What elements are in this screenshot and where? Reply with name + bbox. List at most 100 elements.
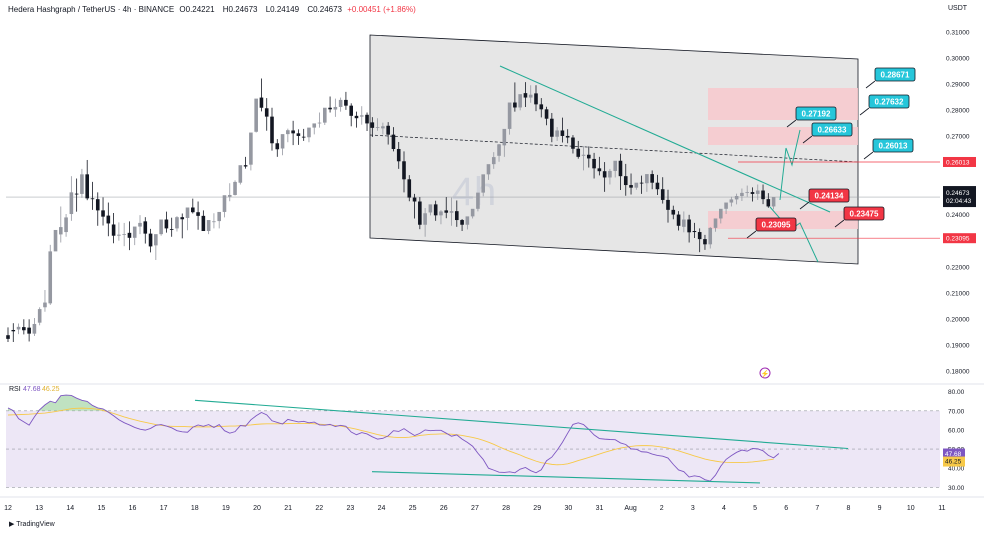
resistance-trendline <box>499 65 831 213</box>
candle-body <box>534 93 538 105</box>
callout-pointer <box>865 80 876 89</box>
candle-body <box>402 161 406 180</box>
price-tick-label: 0.20000 <box>946 317 970 324</box>
candle-body <box>48 251 53 304</box>
candle-body <box>602 171 607 178</box>
candle-body <box>296 133 301 136</box>
candle-body <box>249 132 253 165</box>
candle-body <box>666 199 670 210</box>
candle-body <box>69 192 74 215</box>
candle-body <box>745 192 749 193</box>
symbol-title[interactable]: Hedera Hashgraph / TetherUS · 4h · BINAN… <box>8 5 175 14</box>
x-tick-label: 23 <box>347 505 355 512</box>
x-tick-label: 16 <box>129 505 137 512</box>
candle-body <box>613 160 617 171</box>
candle-body <box>159 219 163 235</box>
lightning-glyph: ⚡ <box>761 369 770 378</box>
callout-label: 0.26013 <box>879 142 908 151</box>
candle-body <box>771 197 776 207</box>
candle-body <box>291 130 295 134</box>
candle-body <box>671 209 676 215</box>
symbol-header: Hedera Hashgraph / TetherUS · 4h · BINAN… <box>8 5 416 14</box>
candle-body <box>708 227 713 245</box>
candle-body <box>439 211 443 216</box>
level-badge-label: 0.23095 <box>946 236 970 243</box>
rsi-lower-trendline <box>371 471 761 484</box>
candle-body <box>85 174 89 199</box>
callout-box <box>874 67 916 82</box>
candle-body <box>576 148 581 157</box>
candle-body <box>428 204 433 213</box>
candle-body <box>692 231 697 233</box>
rsi-ma-badge <box>943 456 965 467</box>
candle-body <box>111 224 116 236</box>
candle-body <box>740 192 744 197</box>
candle-body <box>608 170 612 178</box>
candle-body <box>755 190 760 194</box>
candle-body <box>697 232 702 240</box>
candle-body <box>476 192 480 209</box>
candle-body <box>713 218 718 228</box>
callout-pointer <box>859 107 870 116</box>
x-tick-label: 22 <box>315 505 323 512</box>
candle-body <box>539 104 544 110</box>
level-badge <box>943 233 976 244</box>
candle-body <box>264 108 269 117</box>
callout-box <box>795 106 837 121</box>
x-tick-label: 2 <box>660 505 664 512</box>
candle-body <box>32 323 37 334</box>
level-badge <box>943 156 976 167</box>
candle-body <box>497 144 501 156</box>
ohlc-low: L0.24149 <box>265 5 300 14</box>
candle-body <box>724 202 728 209</box>
candle-body <box>307 127 311 138</box>
callout-box <box>808 188 850 203</box>
candle-body <box>359 115 364 117</box>
candle-body <box>523 93 528 98</box>
candle-body <box>206 220 211 232</box>
price-tick-label: 0.21000 <box>946 290 970 297</box>
x-tick-label: 5 <box>753 505 757 512</box>
candle-body <box>117 234 121 236</box>
tradingview-logo[interactable]: ▶ TradingView <box>9 521 55 528</box>
price-tick-label: 0.22000 <box>946 264 970 271</box>
candle-body <box>169 229 174 230</box>
candle-body <box>407 179 412 198</box>
x-tick-label: 6 <box>784 505 788 512</box>
x-tick-label: 17 <box>160 505 168 512</box>
candle-body <box>565 135 570 138</box>
candle-body <box>64 217 68 233</box>
candle-body <box>423 213 427 225</box>
candle-body <box>349 105 353 116</box>
callout-pointer <box>786 119 797 128</box>
price-tick-label: 0.24000 <box>946 212 970 219</box>
candle-body <box>80 174 84 194</box>
price-tick-label: 0.19000 <box>946 343 970 350</box>
timeframe-watermark: 4h <box>452 170 497 214</box>
candle-body <box>27 327 31 334</box>
candle-body <box>222 195 227 212</box>
candle-body <box>550 118 554 137</box>
rsi-line <box>7 394 780 482</box>
candle-body <box>333 106 338 110</box>
candle-body <box>317 122 322 124</box>
candle-body <box>639 182 644 184</box>
currency-label: USDT <box>948 5 968 12</box>
candle-body <box>365 114 369 124</box>
candle-body <box>217 211 221 222</box>
candle-body <box>22 327 26 331</box>
callout-pointer <box>746 230 757 239</box>
candle-body <box>729 199 734 203</box>
candle-body <box>687 219 691 233</box>
candle-body <box>143 221 148 234</box>
x-tick-label: 4 <box>722 505 726 512</box>
candle-body <box>122 234 126 235</box>
candle-body <box>587 154 591 159</box>
candle-body <box>370 122 375 128</box>
candle-body <box>634 182 639 188</box>
candle-body <box>750 192 755 194</box>
candle-body <box>238 165 243 183</box>
rsi-value-badge <box>943 448 965 459</box>
candle-body <box>396 149 401 162</box>
